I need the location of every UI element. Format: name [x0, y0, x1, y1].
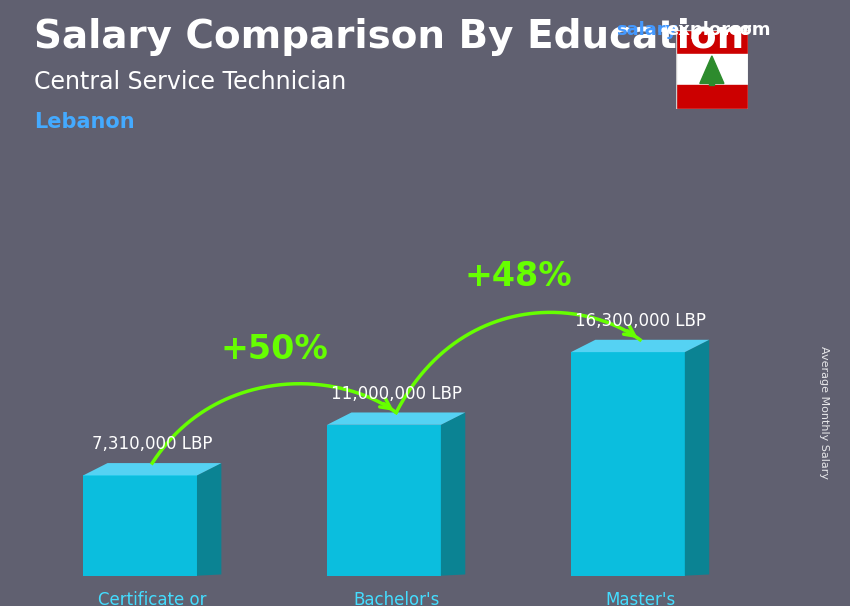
Polygon shape [571, 352, 685, 576]
Polygon shape [441, 413, 465, 576]
Polygon shape [571, 340, 709, 352]
Text: salary: salary [616, 21, 677, 39]
Bar [710, 78, 714, 85]
Polygon shape [327, 425, 441, 576]
Text: explorer: explorer [666, 21, 751, 39]
Polygon shape [327, 413, 465, 425]
Text: Central Service Technician: Central Service Technician [34, 70, 346, 94]
Text: 7,310,000 LBP: 7,310,000 LBP [92, 435, 212, 453]
Text: +48%: +48% [464, 260, 572, 293]
Bar [676, 54, 748, 85]
Text: +50%: +50% [220, 333, 328, 365]
Text: Salary Comparison By Education: Salary Comparison By Education [34, 18, 745, 56]
Text: Average Monthly Salary: Average Monthly Salary [819, 345, 829, 479]
Text: Master's
Degree: Master's Degree [605, 590, 675, 606]
Text: 11,000,000 LBP: 11,000,000 LBP [331, 385, 462, 402]
Text: Certificate or
Diploma: Certificate or Diploma [98, 590, 207, 606]
Text: Lebanon: Lebanon [34, 112, 134, 132]
Text: .com: .com [722, 21, 770, 39]
Polygon shape [83, 476, 197, 576]
Polygon shape [83, 463, 221, 476]
Bar [676, 30, 748, 54]
Polygon shape [685, 340, 709, 576]
Text: 16,300,000 LBP: 16,300,000 LBP [575, 312, 706, 330]
Polygon shape [197, 463, 221, 576]
Polygon shape [700, 56, 724, 84]
Bar [676, 85, 748, 109]
Text: Bachelor's
Degree: Bachelor's Degree [353, 590, 439, 606]
